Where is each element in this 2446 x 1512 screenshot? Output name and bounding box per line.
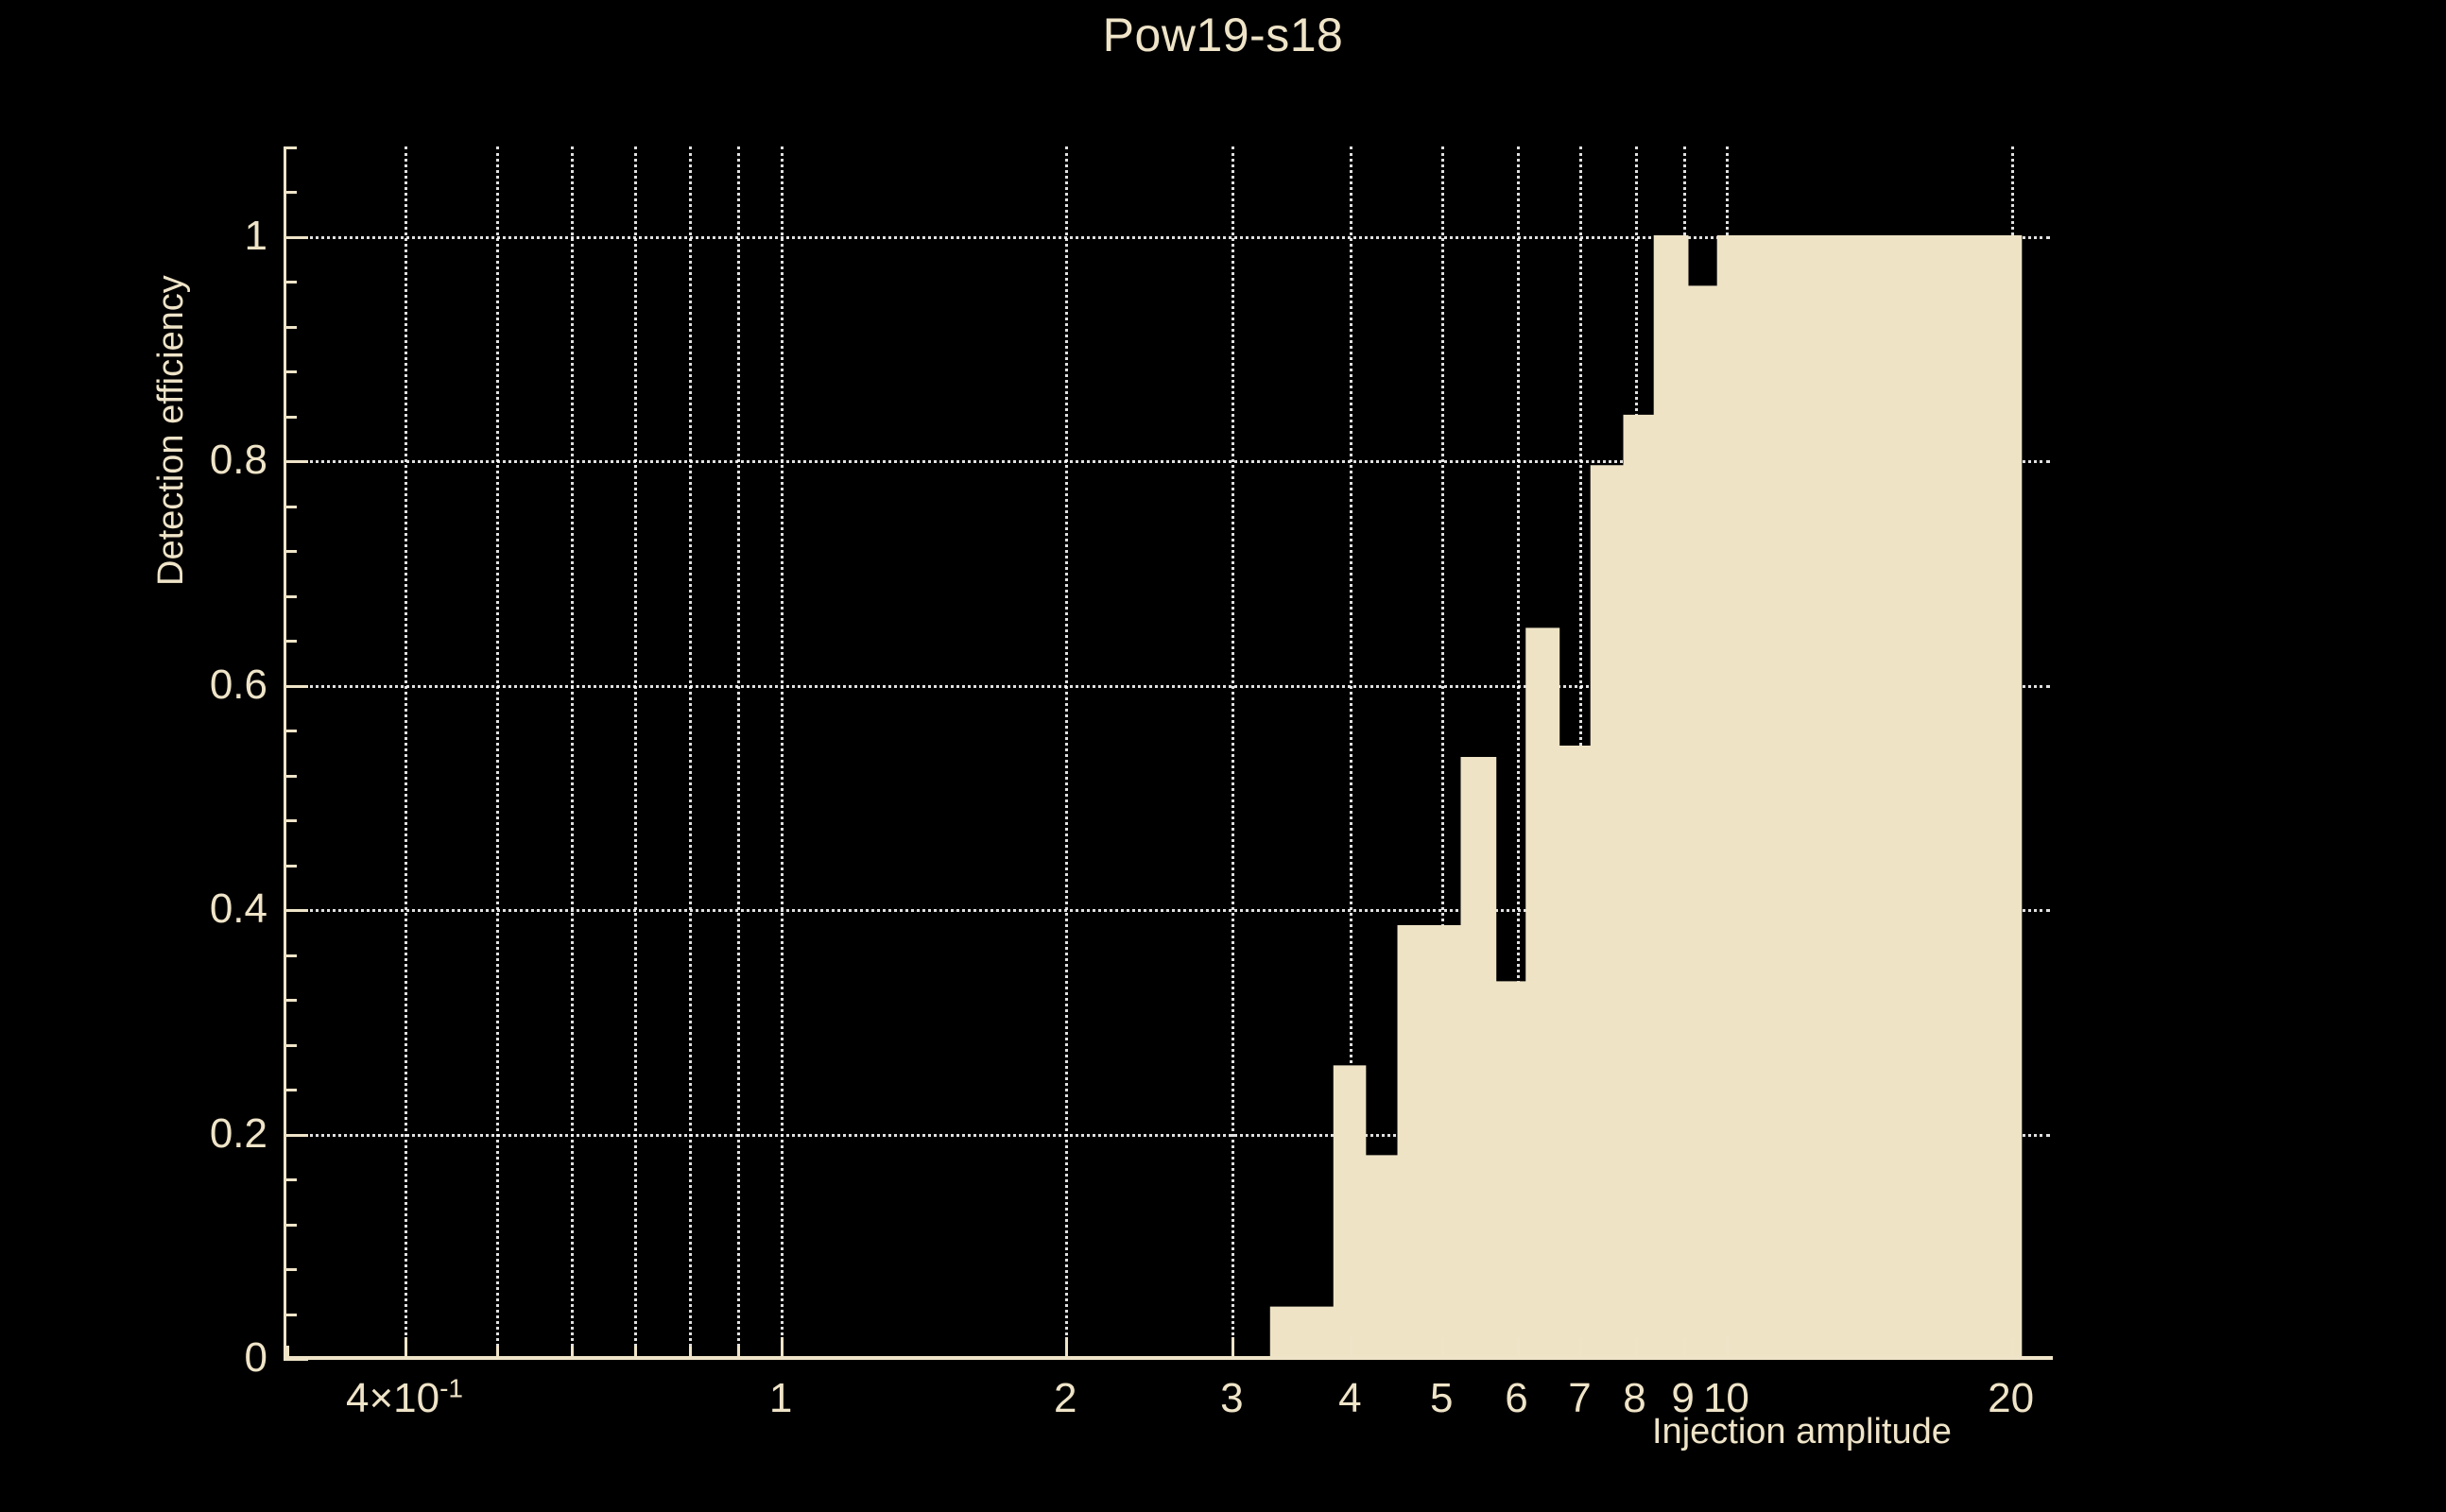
x-tick-major — [1441, 1337, 1445, 1358]
gridline-vertical — [689, 146, 693, 1358]
y-tick-minor — [284, 1043, 297, 1047]
y-tick-minor — [284, 281, 297, 284]
x-tick-label: 7 — [1568, 1375, 1592, 1421]
x-tick-major — [1634, 1337, 1638, 1358]
x-tick-minor — [495, 1346, 499, 1358]
gridline-vertical — [1350, 146, 1353, 1358]
y-tick-label: 0.2 — [209, 1109, 267, 1157]
y-tick-major — [284, 235, 308, 239]
y-tick-major — [284, 909, 308, 913]
gridline-horizontal — [286, 684, 2050, 688]
gridline-vertical — [737, 146, 741, 1358]
y-tick-minor — [284, 370, 297, 374]
y-tick-minor — [284, 954, 297, 957]
x-tick-major — [1065, 1337, 1069, 1358]
y-axis-line — [284, 146, 286, 1360]
y-tick-minor — [284, 415, 297, 419]
gridline-vertical — [495, 146, 499, 1358]
y-axis-title: Detection efficiency — [151, 275, 191, 586]
y-tick-minor — [284, 594, 297, 598]
y-tick-label: 0.4 — [209, 885, 267, 933]
x-tick-label: 3 — [1220, 1375, 1244, 1421]
x-tick-major — [1350, 1337, 1353, 1358]
y-tick-minor — [284, 1178, 297, 1182]
y-tick-minor — [284, 1223, 297, 1227]
gridline-horizontal — [286, 1133, 2050, 1137]
y-tick-minor — [284, 774, 297, 778]
y-tick-major — [284, 460, 308, 464]
y-tick-minor — [284, 1268, 297, 1272]
gridline-vertical — [634, 146, 638, 1358]
y-tick-minor — [284, 819, 297, 823]
x-tick-major — [1516, 1337, 1520, 1358]
y-tick-minor — [284, 505, 297, 508]
y-tick-minor — [284, 730, 297, 733]
y-tick-minor — [284, 640, 297, 644]
x-tick-label: 1 — [768, 1375, 793, 1421]
x-axis-title: Injection amplitude — [1652, 1412, 1952, 1452]
gridline-horizontal — [286, 235, 2050, 239]
x-tick-label: 4 — [1338, 1375, 1362, 1421]
y-tick-label: 0.8 — [209, 437, 267, 484]
x-tick-major — [1579, 1337, 1583, 1358]
histogram-fill — [1269, 234, 2023, 1358]
page-title: Pow19-s18 — [1102, 9, 1344, 61]
y-tick-minor — [284, 325, 297, 329]
x-tick-major — [1682, 1337, 1686, 1358]
y-tick-minor — [284, 1089, 297, 1092]
y-tick-major — [284, 684, 308, 688]
x-tick-label: 5 — [1430, 1375, 1454, 1421]
y-tick-label: 0.6 — [209, 661, 267, 708]
x-tick-label: 20 — [1988, 1375, 2035, 1421]
plot-area — [286, 146, 2050, 1358]
x-tick-label: 9 — [1671, 1375, 1695, 1421]
x-tick-label: 6 — [1505, 1375, 1528, 1421]
x-tick-label: 2 — [1053, 1375, 1077, 1421]
x-tick-minor — [634, 1346, 638, 1358]
gridline-vertical — [1516, 146, 1520, 1358]
x-tick-minor — [571, 1346, 575, 1358]
x-tick-major — [2010, 1337, 2014, 1358]
gridline-vertical — [781, 146, 784, 1358]
y-tick-minor — [284, 864, 297, 868]
x-axis-line — [284, 1356, 2053, 1360]
y-tick-label: 1 — [244, 212, 267, 259]
x-tick-major — [1232, 1337, 1235, 1358]
y-tick-major — [284, 1133, 308, 1137]
x-tick-minor — [737, 1346, 741, 1358]
x-tick-label-exponent: -1 — [439, 1373, 463, 1403]
y-tick-label: 0 — [244, 1334, 267, 1381]
gridline-horizontal — [286, 460, 2050, 464]
y-tick-minor — [284, 999, 297, 1003]
histogram-series — [1269, 234, 2023, 1358]
x-tick-major — [781, 1337, 784, 1358]
x-tick-major — [1726, 1337, 1730, 1358]
gridline-vertical — [404, 146, 407, 1358]
x-tick-minor — [689, 1346, 693, 1358]
gridline-vertical — [1065, 146, 1069, 1358]
x-tick-major — [404, 1337, 407, 1358]
gridline-vertical — [1232, 146, 1235, 1358]
y-tick-minor — [284, 550, 297, 554]
y-tick-minor — [284, 191, 297, 195]
x-tick-minor — [286, 1346, 289, 1358]
y-tick-minor — [284, 1313, 297, 1316]
x-tick-label: 8 — [1623, 1375, 1646, 1421]
gridline-horizontal — [286, 909, 2050, 913]
x-tick-label: 10 — [1702, 1375, 1749, 1421]
x-tick-label: 4×10-1 — [345, 1373, 463, 1421]
gridline-vertical — [1441, 146, 1445, 1358]
y-tick-minor — [284, 146, 297, 149]
gridline-vertical — [571, 146, 575, 1358]
y-tick-major — [284, 1358, 308, 1361]
